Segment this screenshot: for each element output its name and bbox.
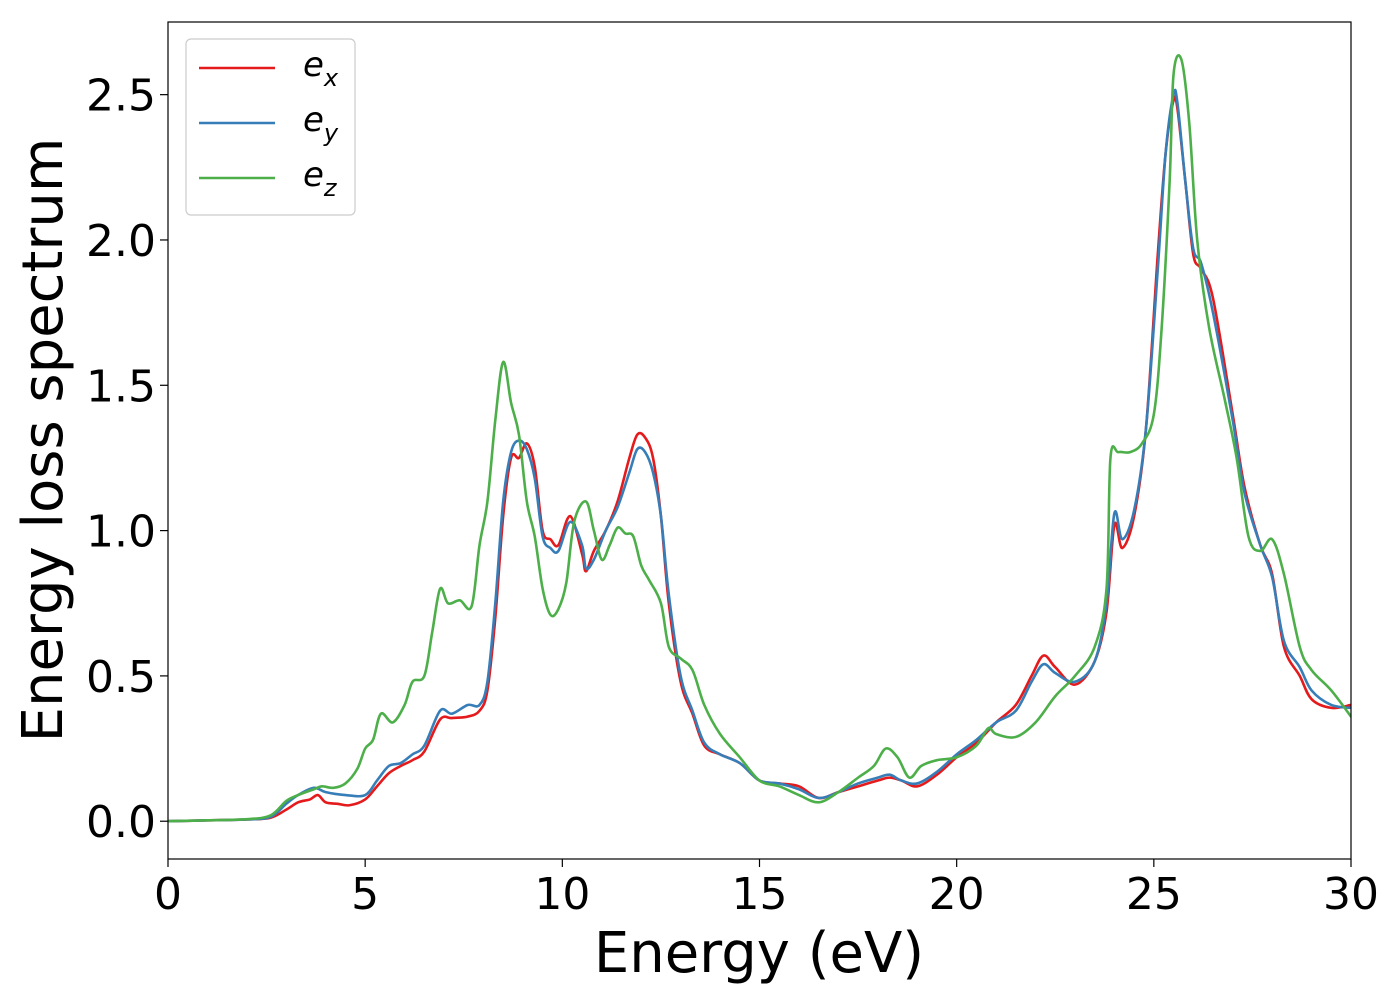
legend-label-e-x: ex	[303, 45, 339, 92]
y-tick-label: 0.5	[86, 652, 156, 703]
y-axis-label: Energy loss spectrum	[11, 138, 76, 743]
x-tick-label: 20	[929, 869, 985, 920]
y-tick-label: 2.5	[86, 71, 156, 122]
x-tick-label: 30	[1323, 869, 1379, 920]
legend-label-e-y: ey	[303, 100, 339, 147]
y-tick-label: 2.0	[86, 216, 156, 267]
x-axis-label: Energy (eV)	[594, 921, 924, 986]
y-axis: 0.0 0.5 1.0 1.5 2.0 2.5	[86, 71, 168, 848]
legend-box	[185, 38, 356, 216]
x-tick-label: 5	[351, 869, 379, 920]
x-tick-label: 15	[732, 869, 788, 920]
legend-label-e-z: ez	[303, 155, 338, 202]
series-line-e-z	[168, 54, 1351, 823]
y-tick-label: 0.0	[86, 797, 156, 848]
legend: ex ey ez	[185, 38, 356, 216]
y-tick-label: 1.5	[86, 361, 156, 412]
y-tick-label: 1.0	[86, 507, 156, 558]
x-axis: 0 5 10 15 20 25 30	[154, 859, 1379, 920]
x-tick-label: 25	[1126, 869, 1182, 920]
x-tick-label: 0	[154, 869, 182, 920]
x-tick-label: 10	[534, 869, 590, 920]
plot-area	[168, 54, 1351, 823]
